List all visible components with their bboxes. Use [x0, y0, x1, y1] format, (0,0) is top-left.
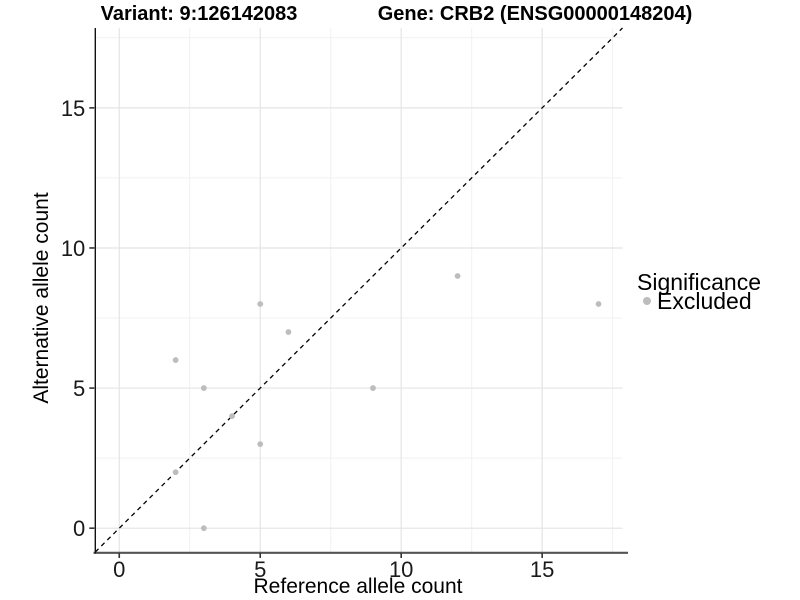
legend-title: Significance — [637, 269, 761, 295]
x-tick-labels: 0 5 10 15 — [113, 557, 554, 582]
x-tick-label: 5 — [254, 557, 266, 582]
legend: Significance Excluded — [637, 269, 761, 314]
data-point — [257, 301, 264, 307]
data-point — [200, 385, 207, 391]
x-tick-label: 0 — [113, 557, 125, 582]
y-axis-title: Alternative allele count — [30, 192, 53, 403]
gridlines-major — [95, 28, 623, 552]
y-tick-label: 5 — [73, 376, 85, 401]
legend-key-dot — [643, 297, 651, 305]
data-points — [172, 273, 602, 532]
gridlines-minor — [95, 28, 623, 552]
data-point — [285, 329, 292, 335]
data-point — [370, 385, 376, 391]
data-point — [595, 301, 602, 307]
legend-entry-label: Excluded — [657, 288, 752, 314]
x-tick-label: 10 — [389, 557, 413, 582]
y-ticks — [89, 107, 95, 529]
y-tick-labels: 0 5 10 15 — [61, 96, 85, 541]
data-point — [172, 357, 179, 363]
data-point — [257, 441, 264, 448]
x-tick-label: 15 — [530, 557, 554, 582]
x-axis-title: Reference allele count — [254, 575, 463, 598]
plot-title-gene: Gene: CRB2 (ENSG00000148204) — [378, 3, 693, 25]
data-point — [172, 469, 179, 476]
y-tick-label: 15 — [61, 96, 85, 121]
data-point — [200, 525, 207, 532]
x-ticks — [118, 553, 543, 558]
y-tick-label: 0 — [73, 516, 85, 541]
data-point — [454, 273, 461, 279]
y-tick-label: 10 — [61, 236, 85, 261]
data-point — [229, 413, 235, 419]
legend-entries: Excluded — [643, 288, 752, 314]
axis-lines — [93, 28, 628, 554]
plot-title-variant: Variant: 9:126142083 — [101, 3, 298, 25]
